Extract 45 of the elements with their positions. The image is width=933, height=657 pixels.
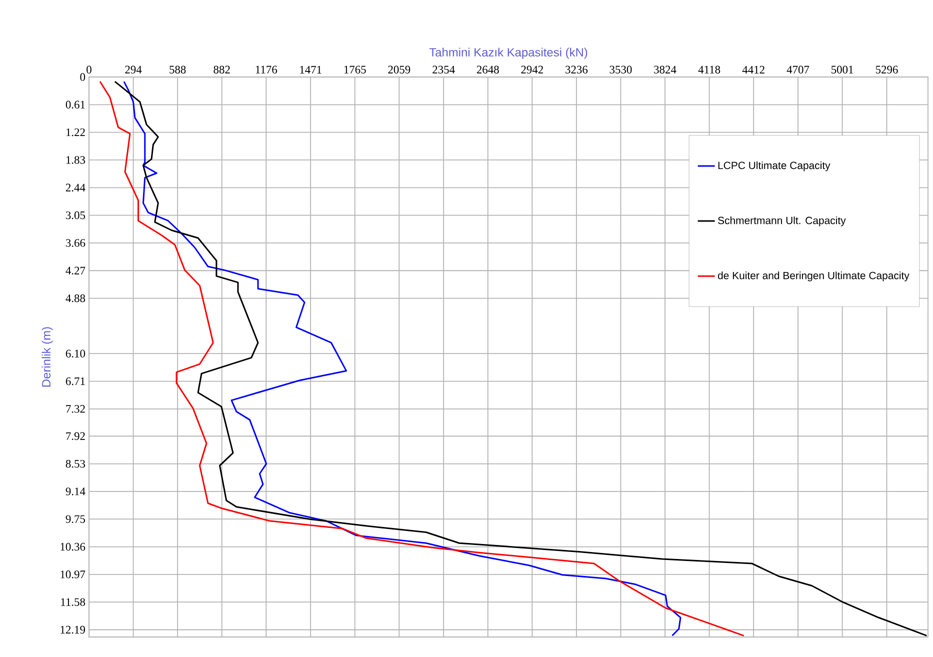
y-tick-label: 6.10 <box>66 350 86 358</box>
y-tick-label: 1.22 <box>66 128 85 136</box>
legend-label: LCPC Ultimate Capacity <box>718 161 830 172</box>
x-tick-label: 2354 <box>432 66 455 74</box>
y-tick-label: 4.27 <box>66 266 86 274</box>
legend-label: de Kuiter and Beringen Ultimate Capacity <box>718 272 910 282</box>
x-tick-label: 2942 <box>521 66 543 74</box>
y-tick-label: 3.05 <box>66 211 86 220</box>
y-tick-label: 7.92 <box>66 432 85 440</box>
y-tick-label: 10.36 <box>60 542 86 551</box>
y-tick-label: 4.88 <box>66 294 86 302</box>
y-tick-label: 2.44 <box>66 184 86 192</box>
y-tick-label: 0.61 <box>66 100 85 109</box>
x-axis-title: Tahmini Kazık Kapasitesi (kN) <box>429 48 588 59</box>
y-tick-label: 9.14 <box>66 488 86 496</box>
x-tick-label: 3530 <box>610 66 632 74</box>
line-series <box>114 80 928 636</box>
y-tick-label: 8.53 <box>66 460 86 468</box>
x-tick-label: 2059 <box>388 66 410 74</box>
x-tick-label: 294 <box>125 66 142 74</box>
x-tick-label: 5001 <box>832 66 854 74</box>
y-tick-label: 0 <box>80 73 86 81</box>
y-tick-label: 11.58 <box>61 598 86 606</box>
x-tick-label: 1471 <box>300 66 322 74</box>
x-tick-label: 1765 <box>344 66 366 74</box>
x-tick-label: 3236 <box>566 66 588 74</box>
y-tick-label: 10.97 <box>60 570 86 578</box>
y-tick-label: 12.19 <box>60 626 86 634</box>
x-tick-label: 4412 <box>742 66 764 74</box>
legend-label: Schmertmann Ult. Capacity <box>718 216 846 226</box>
y-tick-label: 3.66 <box>66 239 86 247</box>
x-tick-label: 4118 <box>698 66 720 74</box>
x-tick-label: 588 <box>170 66 186 74</box>
x-tick-label: 3824 <box>654 66 676 74</box>
y-tick-label: 7.32 <box>66 405 85 413</box>
x-tick-label: 4707 <box>786 66 810 74</box>
x-tick-label: 882 <box>214 66 230 74</box>
x-tick-label: 2648 <box>476 66 499 74</box>
x-tick-label: 0 <box>86 66 92 74</box>
x-tick-label: 1176 <box>256 66 278 74</box>
x-tick-label: 5296 <box>876 66 898 74</box>
y-tick-label: 9.75 <box>66 515 86 523</box>
y-axis-title: Derinlik (m) <box>42 327 53 387</box>
y-tick-label: 1.83 <box>66 156 86 164</box>
y-tick-label: 6.71 <box>66 377 85 386</box>
